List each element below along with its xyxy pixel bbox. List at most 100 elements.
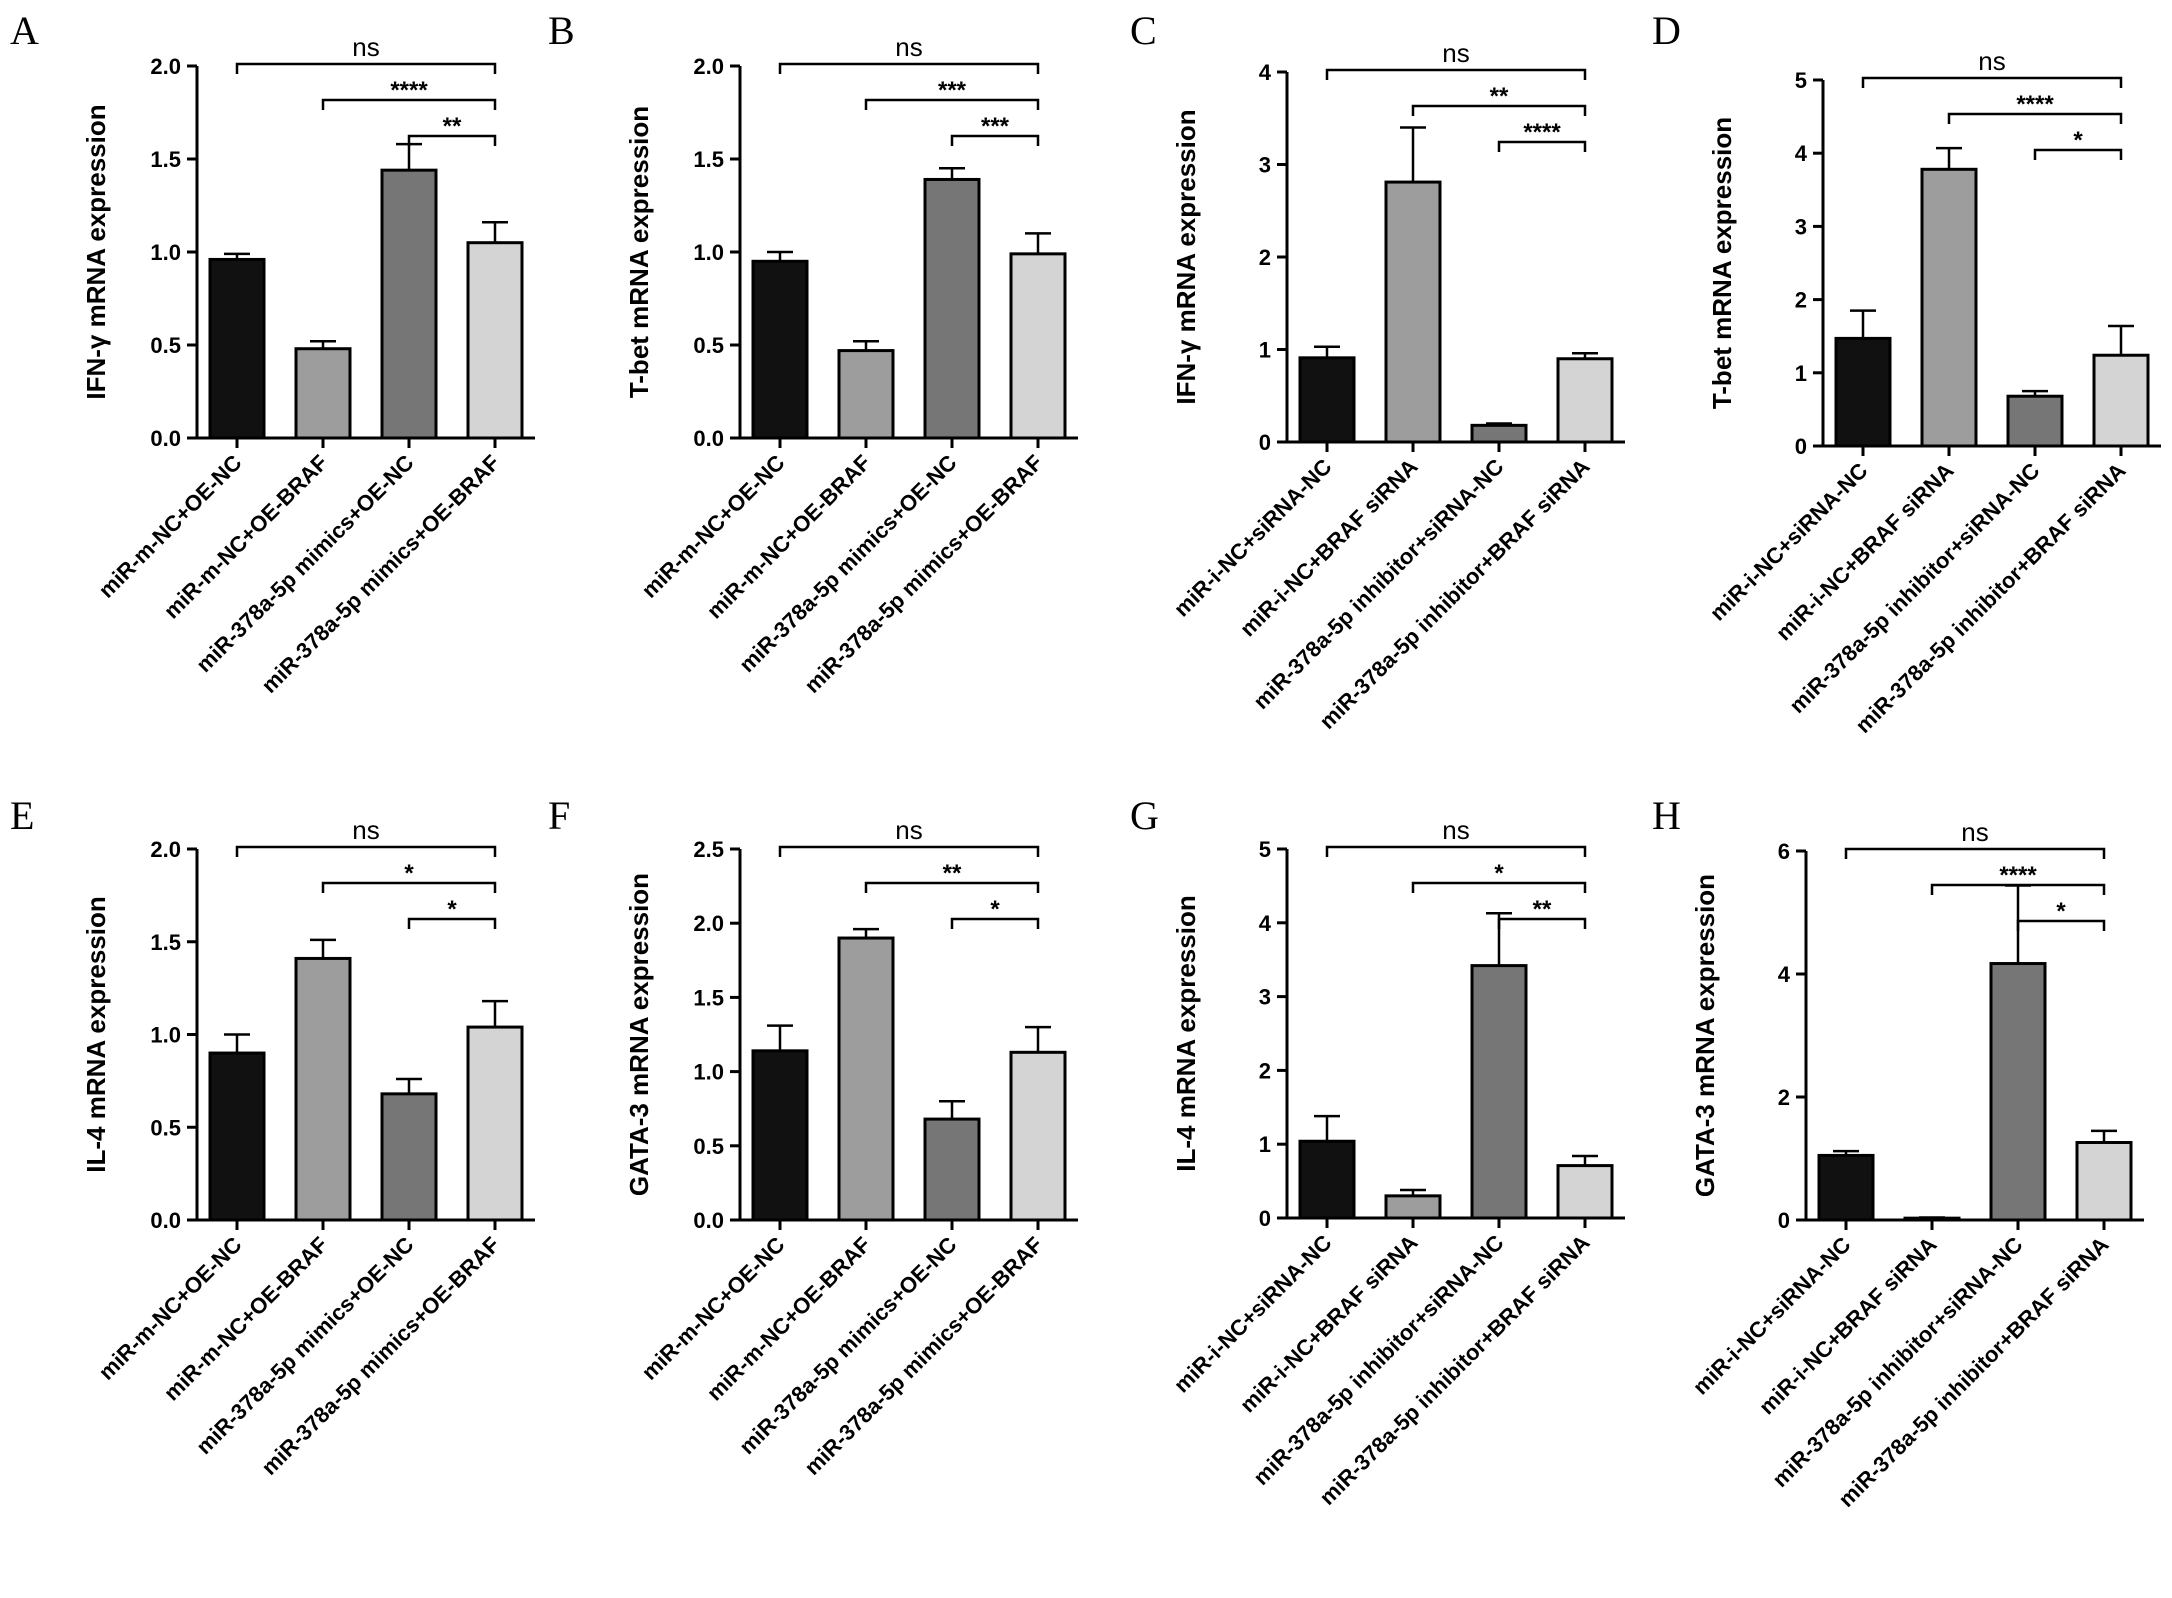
x-tick-label: miR-m-NC+OE-BRAF [159,450,333,624]
x-tick-label: miR-m-NC+OE-NC [94,1232,247,1385]
bar [466,241,524,440]
significance-label: **** [1999,862,2037,889]
bar [751,259,809,440]
y-tick-label: 3 [1259,985,1271,1010]
bar [923,177,981,440]
chart-panel-e: E 0.0 0.5 1.0 1.5 2.0 IL-4 mRNA expression miR-… [10,793,535,1480]
y-tick-label: 0 [1778,1208,1790,1233]
y-tick-label: 0.5 [150,333,181,358]
chart-panel-d: D 0 1 2 3 4 5 T-bet mRNA expression miR-i-NC+siR… [1652,8,2161,738]
panel-letter: E [10,793,34,838]
significance-bracket [950,917,1040,929]
x-tick-label: miR-i-NC+BRAF siRNA [1235,454,1423,642]
y-tick-label: 1.5 [150,147,181,172]
bar [1384,180,1442,444]
significance-label: ns [352,32,379,62]
y-tick-label: 2.0 [150,837,181,862]
x-tick-label: miR-m-NC+OE-BRAF [702,450,876,624]
significance-label: ns [1978,46,2005,76]
y-tick-label: 1.5 [693,985,724,1010]
chart-panel-b: B 0.0 0.5 1.0 1.5 2.0 T-bet mRNA expression miR… [548,8,1078,698]
significance-bracket [321,98,497,110]
y-tick-label: 0 [1259,1206,1271,1231]
significance-bracket [407,134,497,146]
y-tick-label: 3 [1259,153,1271,178]
chart-panel-f: F 0.0 0.5 1.0 1.5 2.0 2.5 GATA-3 mRNA expressio… [548,793,1078,1480]
y-tick-label: 0.0 [150,426,181,451]
significance-bracket [407,917,497,929]
bar [208,1051,266,1222]
y-tick-label: 1.0 [150,240,181,265]
x-tick-label: miR-m-NC+OE-BRAF [159,1232,333,1406]
significance-bracket [778,62,1040,74]
significance-label: * [1494,860,1504,887]
bar [2092,353,2150,448]
significance-label: ns [1442,38,1469,68]
bar [1920,167,1978,448]
y-tick-label: 2.0 [150,54,181,79]
y-tick-label: 1.0 [693,240,724,265]
y-tick-label: 0.0 [693,426,724,451]
y-tick-label: 2 [1259,245,1271,270]
significance-label: ns [1961,817,1988,847]
significance-label: * [2056,898,2066,925]
significance-label: ns [895,32,922,62]
bar [466,1025,524,1222]
y-tick-label: 6 [1778,839,1790,864]
bar [1298,1139,1356,1220]
bar [294,956,352,1222]
significance-label: ** [443,113,462,140]
y-tick-label: 0 [1259,430,1271,455]
significance-label: * [2073,127,2083,154]
significance-bracket [235,62,497,74]
bar [1556,357,1614,444]
y-axis-label: T-bet mRNA expression [624,106,654,398]
y-tick-label: 2 [1778,1085,1790,1110]
y-tick-label: 0.5 [693,333,724,358]
significance-label: **** [2016,91,2054,118]
chart-panel-c: C 0 1 2 3 4 IFN-γ mRNA expression miR-i-NC+siRN… [1130,8,1625,734]
bar [837,349,895,440]
significance-label: ns [352,815,379,845]
bar [294,347,352,440]
bar [1834,336,1892,448]
x-tick-label: miR-i-NC+BRAF siRNA [1771,458,1959,646]
bar [1298,356,1356,444]
significance-label: ns [1442,815,1469,845]
chart-panel-g: G 0 1 2 3 4 5 IL-4 mRNA expression miR-i-NC+siRN… [1130,793,1625,1510]
y-tick-label: 0.5 [150,1115,181,1140]
y-tick-label: 2.0 [693,911,724,936]
y-tick-label: 4 [1778,962,1791,987]
bar [2075,1141,2133,1222]
panel-letter: B [548,8,575,53]
significance-bracket [1497,140,1587,152]
y-tick-label: 0.0 [693,1208,724,1233]
y-tick-label: 0 [1795,434,1807,459]
y-tick-label: 0.0 [150,1208,181,1233]
significance-bracket [864,881,1040,893]
significance-bracket [235,845,497,857]
y-tick-label: 1.5 [150,930,181,955]
significance-label: ** [1533,896,1552,923]
significance-bracket [1325,845,1587,857]
y-axis-label: T-bet mRNA expression [1707,117,1737,409]
bar [1470,964,1528,1220]
bar [1556,1164,1614,1220]
chart-panel-h: H 0 2 4 6 GATA-3 mRNA expression miR-i-NC+siRN… [1652,793,2144,1512]
x-tick-label: miR-i-NC+siRNA-NC [1169,1230,1337,1398]
y-tick-label: 1 [1259,1132,1271,1157]
y-tick-label: 2 [1795,288,1807,313]
y-tick-label: 1.5 [693,147,724,172]
x-tick-label: miR-i-NC+siRNA-NC [1169,454,1337,622]
bar [208,257,266,440]
y-axis-label: GATA-3 mRNA expression [1690,874,1720,1197]
panel-letter: C [1130,8,1157,53]
y-axis-label: IL-4 mRNA expression [81,896,111,1172]
x-tick-label: miR-i-NC+BRAF siRNA [1754,1232,1942,1420]
y-axis-label: GATA-3 mRNA expression [624,873,654,1196]
x-tick-label: miR-m-NC+OE-NC [637,1232,790,1385]
bar [1470,423,1528,444]
chart-panel-a: A 0.0 0.5 1.0 1.5 2.0 IFN-γ mRNA expression miR… [10,8,535,698]
panel-letter: D [1652,8,1681,53]
significance-bracket [1844,847,2106,859]
